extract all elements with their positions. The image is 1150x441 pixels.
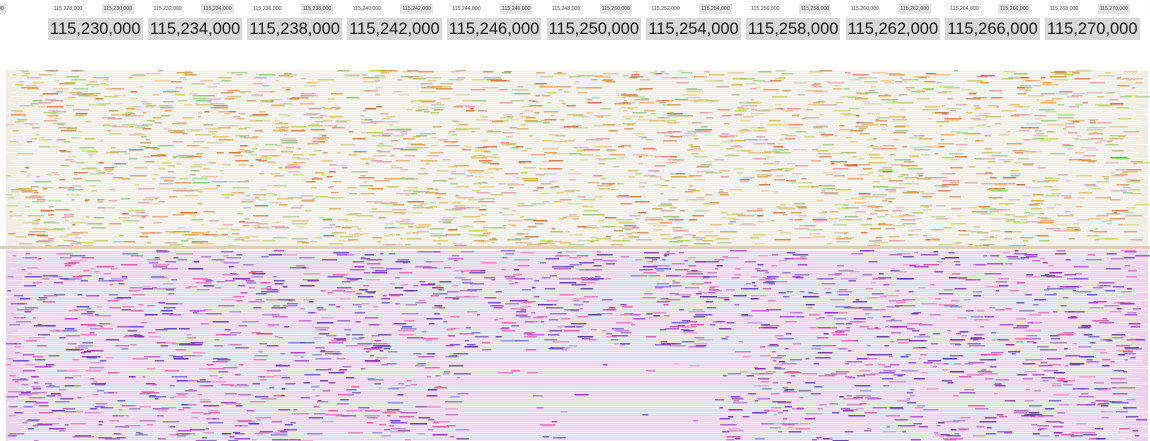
- ruler-major-label: 115,234,000: [147, 18, 243, 40]
- ruler-tick-label: 115,262,000: [898, 4, 931, 14]
- ruler-tick-label: 115,236,000: [253, 6, 282, 12]
- ruler-major-label: 115,266,000: [945, 18, 1040, 40]
- ruler-tick-label: 115,230,000: [101, 4, 135, 14]
- ruler-tick-label: 115,266,000: [998, 4, 1031, 14]
- coordinate-ruler-small: 00 115,228,000 115,230,000 115,232,000 115,2…: [0, 4, 1150, 14]
- read-alignment-view[interactable]: [0, 66, 1150, 441]
- ruler-major-label: 115,270,000: [1045, 18, 1140, 40]
- ruler-tick-label: 115,242,000: [400, 4, 433, 14]
- ruler-tick-label: 115,240,000: [352, 6, 382, 12]
- ruler-tick-label: 115,250,000: [599, 4, 633, 14]
- ruler-tick-label: 115,228,000: [53, 6, 83, 12]
- ruler-major-label: 115,238,000: [247, 18, 342, 40]
- ruler-tick-label: 115,234,000: [201, 4, 234, 14]
- ruler-major-label: 115,230,000: [48, 18, 143, 40]
- ruler-tick-label: 115,252,000: [651, 6, 680, 12]
- track-lower[interactable]: [6, 250, 1150, 441]
- ruler-tick-label: 115,258,000: [798, 4, 832, 14]
- ruler-tick-label: 115,246,000: [500, 4, 533, 14]
- track-divider: [0, 246, 1150, 249]
- ruler-tick-label: 00: [0, 4, 6, 14]
- coordinate-ruler-large: 115,230,000 115,234,000 115,238,000 115,242…: [0, 18, 1150, 40]
- ruler-tick-label: 115,238,000: [300, 4, 334, 14]
- ruler-tick-label: 115,232,000: [153, 6, 182, 12]
- ruler-major-label: 115,258,000: [745, 18, 841, 40]
- ruler-tick-label: 115,260,000: [850, 6, 880, 12]
- ruler-tick-label: 115,248,000: [551, 6, 581, 12]
- ruler-tick-label: 115,256,000: [751, 6, 780, 12]
- ruler-tick-label: 115,254,000: [699, 4, 732, 14]
- ruler-tick-label: 115,268,000: [1049, 6, 1079, 12]
- ruler-major-label: 115,262,000: [845, 18, 941, 40]
- ruler-major-label: 115,242,000: [347, 18, 442, 40]
- ruler-major-label: 115,254,000: [646, 18, 741, 40]
- ruler-major-label: 115,250,000: [546, 18, 642, 40]
- ruler-tick-label: 115,270,000: [1097, 4, 1131, 14]
- ruler-major-label: 115,246,000: [446, 18, 542, 40]
- ruler-tick-label: 115,244,000: [452, 6, 481, 12]
- track-upper[interactable]: [6, 70, 1150, 247]
- ruler-tick-label: 115,264,000: [950, 6, 979, 12]
